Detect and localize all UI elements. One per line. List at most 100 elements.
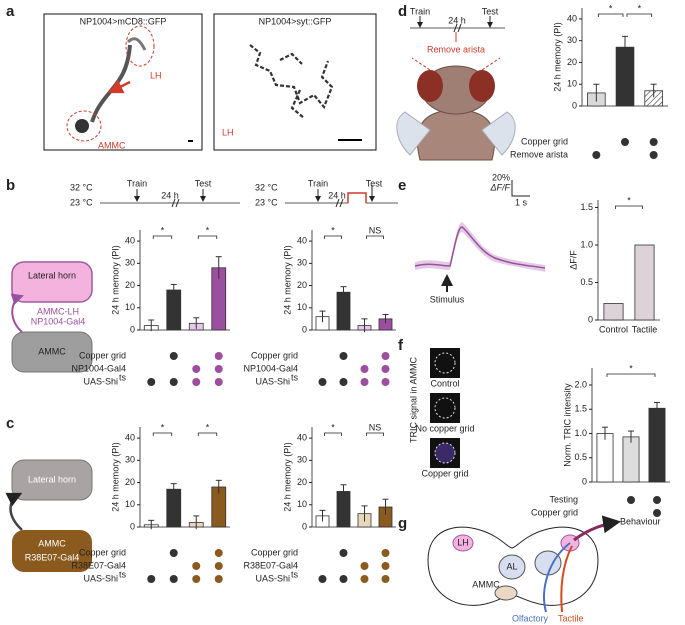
condition-dot	[381, 365, 390, 373]
condition-label: R38E07-Gal4	[243, 560, 298, 570]
condition-label: Copper grid	[251, 350, 298, 360]
y-tick-label: 40	[125, 432, 135, 442]
condition-dot	[627, 496, 635, 504]
condition-label: Copper grid	[79, 350, 126, 360]
node	[11, 459, 93, 501]
significance-label: *	[161, 225, 165, 235]
condition-label: Copper grid	[79, 547, 126, 557]
condition-dot	[381, 352, 390, 360]
timeline-label: Train	[410, 6, 430, 16]
condition-dot	[381, 549, 390, 557]
bar	[648, 407, 666, 483]
condition-dot	[339, 575, 348, 583]
significance-bracket	[615, 205, 643, 209]
y-tick-label: 0	[572, 100, 577, 110]
y-tick-label: 10	[567, 79, 577, 89]
x-tick-label: Tactile	[632, 324, 658, 334]
significance-bracket	[626, 13, 653, 17]
significance-label: *	[206, 422, 210, 432]
input-label: Tactile	[558, 613, 584, 623]
node	[11, 331, 93, 373]
panel-letter: a	[6, 3, 15, 20]
image-label: Control	[430, 378, 459, 388]
bar	[596, 433, 614, 483]
condition-label: UAS-Shi	[83, 573, 118, 583]
stimulus-label: Stimulus	[430, 294, 465, 304]
bar	[336, 291, 351, 331]
neuron	[75, 119, 89, 133]
condition-dot	[214, 352, 223, 360]
node-label: Lateral horn	[28, 474, 76, 484]
y-tick-label: 0	[302, 324, 307, 334]
condition-superscript: ts	[291, 569, 299, 579]
panel-letter: g	[398, 515, 407, 532]
condition-dot	[147, 575, 156, 583]
y-tick-label: 30	[297, 258, 307, 268]
node-label: R38E07-Gal4	[25, 552, 80, 562]
region-label: AMMC	[472, 579, 500, 589]
y-tick-label: 10	[125, 499, 135, 509]
bar	[166, 289, 182, 331]
condition-dot	[381, 378, 390, 386]
y-tick-label: 10	[297, 302, 307, 312]
y-tick-label: 40	[567, 13, 577, 23]
y-axis-label: 24 h memory (PI)	[552, 22, 562, 92]
fly-body	[416, 109, 496, 161]
scale-label: 20%	[492, 172, 510, 182]
y-tick-label: 20	[125, 477, 135, 487]
significance-label: *	[206, 225, 210, 235]
timeline-label: 24 h	[328, 190, 346, 200]
x-tick-label: Control	[599, 324, 628, 334]
temperature: 23 °C	[255, 197, 278, 207]
significance-label: *	[331, 422, 335, 432]
pathway	[573, 515, 621, 542]
panel-letter: f	[398, 337, 404, 354]
condition-dot	[318, 575, 327, 583]
trace	[414, 226, 546, 269]
y-tick-label: 0	[588, 314, 593, 324]
node-label: AMMC	[38, 538, 66, 548]
temperature: 23 °C	[70, 197, 93, 207]
fly-wing	[396, 111, 431, 156]
timeline-label: 24 h	[448, 15, 466, 25]
condition-dot	[653, 496, 661, 504]
condition-dot	[214, 575, 223, 583]
scale-label: ΔF/F	[489, 182, 510, 192]
region-outline	[125, 25, 155, 67]
y-tick-label: 0	[130, 324, 135, 334]
y-tick-label: 2.0	[574, 379, 587, 389]
neuron	[126, 37, 147, 51]
condition-superscript: ts	[119, 569, 127, 579]
y-tick-label: 10	[297, 499, 307, 509]
y-tick-label: 40	[125, 235, 135, 245]
significance-bracket	[597, 13, 624, 17]
brain-region	[452, 534, 474, 552]
region-label: LH	[150, 70, 162, 80]
condition-dot	[360, 575, 369, 583]
significance-label: *	[331, 225, 335, 235]
scale-label: 1 s	[515, 197, 528, 207]
treatment-label: Remove arista	[427, 44, 485, 54]
y-tick-label: 30	[297, 455, 307, 465]
arista-cut	[411, 57, 501, 71]
timeline-label: Test	[366, 178, 383, 188]
node-label: AMMC	[38, 346, 66, 356]
y-tick-label: 30	[125, 455, 135, 465]
break	[335, 198, 344, 208]
significance-bracket	[366, 432, 384, 436]
image-label: No copper grid	[415, 423, 474, 433]
bar	[634, 244, 655, 321]
y-tick-label: 10	[125, 302, 135, 312]
node	[12, 530, 92, 572]
condition-dot	[318, 378, 327, 386]
condition-label: UAS-Shi	[255, 573, 290, 583]
condition-dot	[192, 365, 201, 373]
heat-step	[347, 192, 367, 203]
condition-dot	[214, 378, 223, 386]
panel-letter: c	[6, 415, 14, 432]
y-axis-label: Norm. TRIC intensity	[562, 383, 572, 467]
region-outline	[434, 442, 456, 464]
node-label: Lateral horn	[28, 270, 76, 280]
region-outline	[434, 397, 456, 419]
neuron	[249, 44, 334, 119]
